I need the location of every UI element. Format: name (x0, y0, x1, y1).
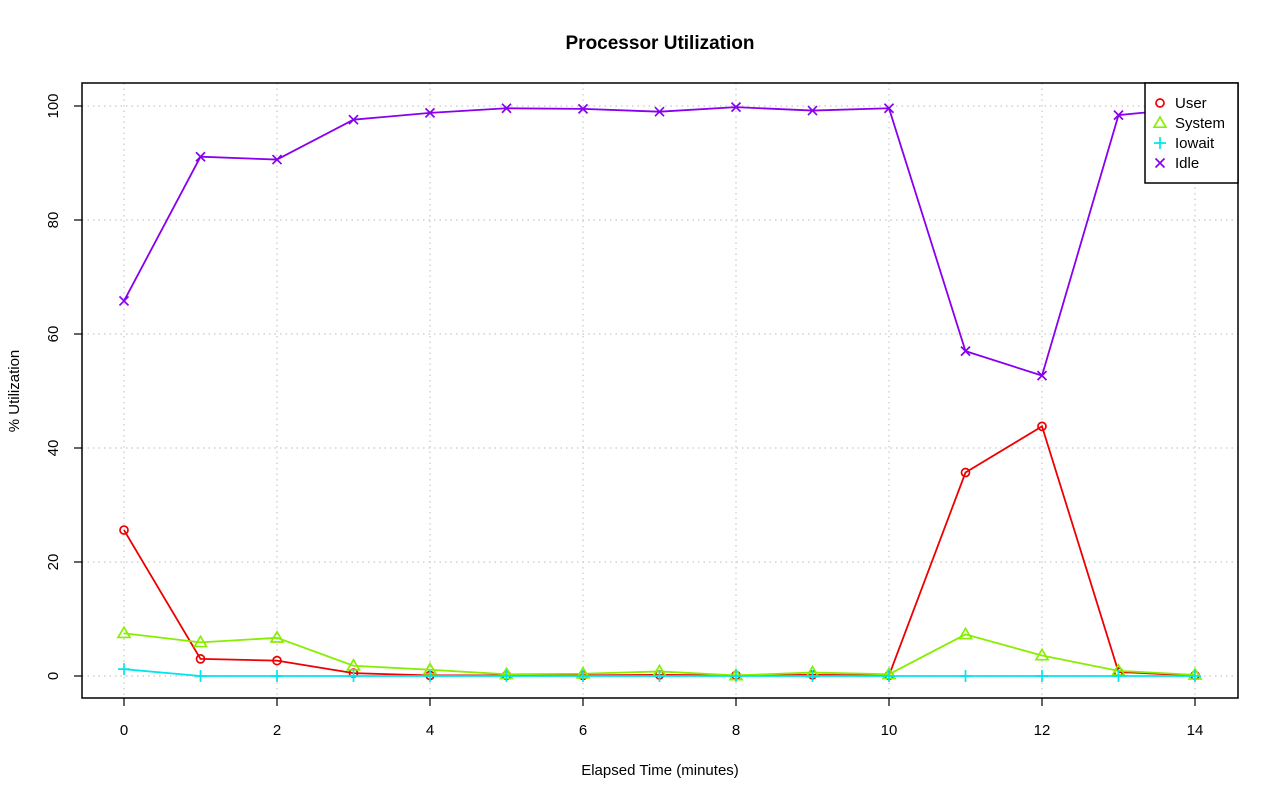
legend-marker-iowait (1154, 137, 1166, 149)
data-point-system (1034, 647, 1050, 661)
series-line-system (123, 632, 1196, 677)
series-line-idle (123, 106, 1196, 377)
data-point-iowait (730, 670, 742, 682)
data-point-iowait (424, 670, 436, 682)
y-tick-label: 20 (45, 554, 62, 571)
data-point-iowait (959, 670, 972, 682)
data-point-iowait (347, 670, 360, 682)
data-point-user (195, 654, 206, 664)
data-point-iowait (118, 663, 130, 676)
data-point-iowait (1036, 670, 1048, 682)
data-point-system (958, 626, 973, 640)
x-tick-label: 14 (1187, 722, 1204, 739)
y-tick-label: 0 (45, 672, 62, 680)
legend-label-iowait: Iowait (1175, 135, 1215, 152)
data-point-user (1037, 421, 1047, 432)
legend-label-idle: Idle (1175, 155, 1199, 172)
data-point-idle (501, 103, 512, 114)
legend-label-user: User (1175, 95, 1207, 112)
series-iowait (118, 663, 1201, 682)
series-line-user (123, 424, 1196, 677)
data-point-user (960, 467, 971, 478)
x-tick-label: 6 (579, 722, 587, 739)
data-point-system (116, 625, 132, 639)
data-point-idle (271, 154, 283, 165)
series-group (116, 102, 1203, 682)
legend-marker-user (1155, 98, 1165, 108)
y-tick-label: 60 (45, 326, 62, 343)
series-idle (118, 102, 1201, 381)
x-tick-label: 12 (1034, 722, 1051, 739)
y-tick-label: 80 (45, 212, 62, 229)
data-point-idle (730, 102, 742, 113)
data-point-iowait (1189, 670, 1201, 682)
y-axis-label: % Utilization (6, 350, 23, 433)
y-tick-label: 40 (45, 440, 62, 457)
x-tick-label: 8 (732, 722, 740, 739)
data-point-iowait (806, 670, 819, 682)
data-point-iowait (883, 670, 895, 682)
data-point-idle (1036, 370, 1048, 381)
data-point-iowait (653, 670, 666, 682)
x-axis-label: Elapsed Time (minutes) (581, 762, 739, 779)
data-point-idle (118, 295, 130, 307)
x-tick-label: 4 (426, 722, 434, 739)
y-axis: 0 20 40 60 80 100 (45, 93, 82, 680)
data-point-iowait (271, 670, 283, 682)
data-point-user (119, 525, 129, 535)
data-point-iowait (194, 670, 207, 682)
data-point-idle (654, 106, 665, 117)
data-point-idle (960, 345, 971, 357)
data-point-iowait (1112, 670, 1125, 682)
grid-lines (82, 83, 1238, 698)
y-tick-label: 100 (45, 93, 62, 118)
x-tick-label: 0 (120, 722, 128, 739)
data-point-idle (1113, 110, 1124, 121)
data-point-system (193, 634, 208, 648)
data-point-idle (424, 107, 436, 118)
x-tick-label: 2 (273, 722, 281, 739)
data-point-idle (807, 105, 818, 116)
data-point-system (269, 630, 285, 643)
data-point-system (346, 658, 361, 671)
legend-label-system: System (1175, 115, 1225, 132)
x-axis: 0 2 4 6 8 10 12 14 (120, 698, 1204, 739)
legend-marker-idle (1154, 157, 1166, 169)
plot-frame (81, 82, 1239, 699)
data-point-idle (577, 103, 589, 114)
data-point-idle (883, 103, 895, 114)
data-point-idle (195, 151, 206, 162)
data-point-iowait (577, 670, 589, 682)
x-tick-label: 10 (881, 722, 898, 739)
data-point-user (272, 655, 282, 666)
data-point-iowait (500, 670, 513, 682)
legend: User System Iowait Idle (1144, 82, 1239, 184)
legend-marker-system (1152, 115, 1168, 129)
chart-title: Processor Utilization (566, 33, 755, 54)
data-point-idle (348, 114, 359, 125)
